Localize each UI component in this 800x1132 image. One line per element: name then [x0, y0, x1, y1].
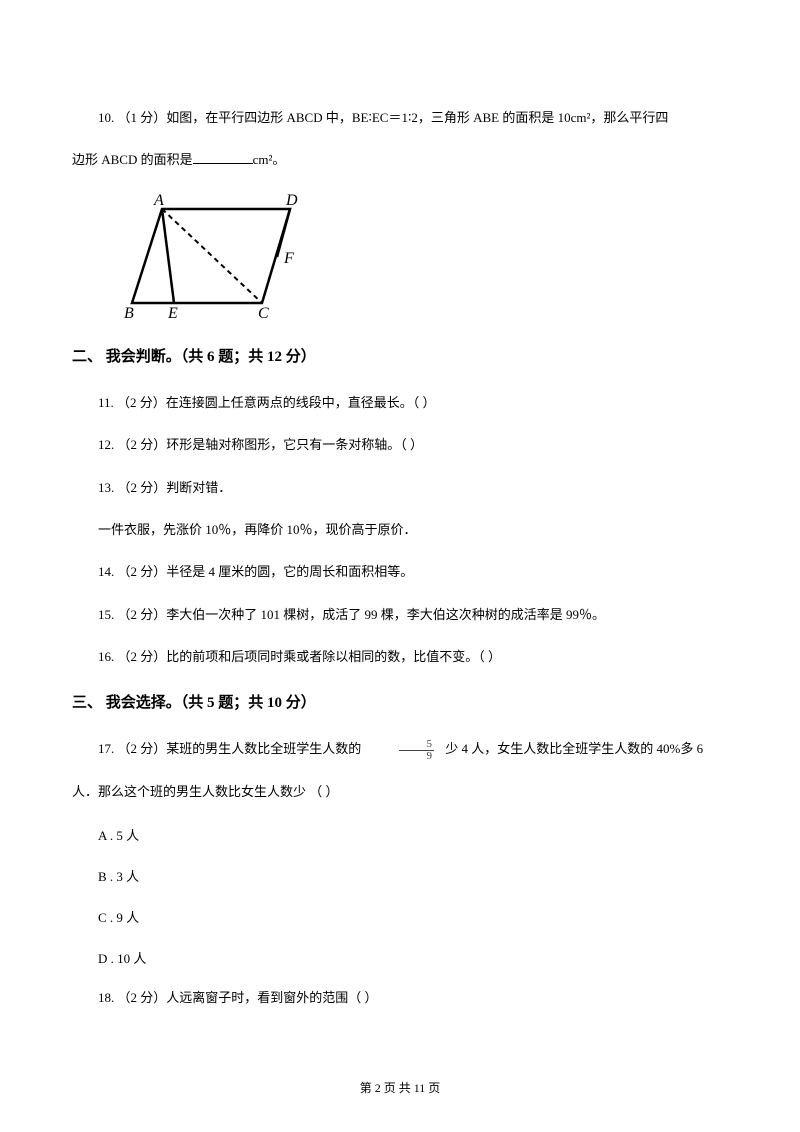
svg-text:E: E — [167, 305, 178, 321]
option-17-d[interactable]: D . 10 人 — [72, 939, 728, 978]
svg-text:F: F — [283, 250, 294, 267]
q17-text-a: 17. （2 分）某班的男生人数比全班学生人数的 — [98, 741, 361, 756]
question-14: 14. （2 分）半径是 4 厘米的圆，它的周长和面积相等。 — [72, 554, 728, 590]
question-13b: 一件衣服，先涨价 10％，再降价 10％，现价高于原价． — [72, 512, 728, 548]
question-17-line2: 人．那么这个班的男生人数比女生人数少 （ ） — [72, 774, 728, 810]
question-10-line2: 边形 ABCD 的面积是 cm²。 — [72, 142, 728, 178]
svg-text:A: A — [153, 192, 164, 209]
section-3-title: 三、 我会选择。（共 5 题；共 10 分） — [72, 684, 728, 723]
q10-text-b: 边形 ABCD 的面积是 — [72, 152, 193, 167]
q17-text-b: 少 4 人，女生人数比全班学生人数的 40%多 6 — [445, 741, 703, 756]
question-12: 12. （2 分）环形是轴对称图形，它只有一条对称轴。（ ） — [72, 427, 728, 463]
fraction-5-9: 59 — [373, 731, 435, 767]
svg-text:C: C — [258, 305, 269, 321]
question-11: 11. （2 分）在连接圆上任意两点的线段中，直径最长。（ ） — [72, 385, 728, 421]
question-16: 16. （2 分）比的前项和后项同时乘或者除以相同的数，比值不变。（ ） — [72, 639, 728, 675]
question-13a: 13. （2 分）判断对错． — [72, 470, 728, 506]
svg-text:B: B — [124, 305, 134, 321]
section-2-title: 二、 我会判断。（共 6 题；共 12 分） — [72, 338, 728, 377]
option-17-c[interactable]: C . 9 人 — [72, 898, 728, 937]
svg-text:D: D — [285, 192, 298, 209]
parallelogram-figure: A D B E C F — [120, 191, 728, 326]
question-17-line1: 17. （2 分）某班的男生人数比全班学生人数的 59 少 4 人，女生人数比全… — [72, 731, 728, 768]
question-18: 18. （2 分）人远离窗子时，看到窗外的范围（ ） — [72, 980, 728, 1016]
fraction-denominator: 9 — [399, 751, 435, 762]
q10-text-c: cm²。 — [253, 152, 286, 167]
page-footer: 第 2 页 共 11 页 — [0, 1079, 800, 1096]
fill-blank[interactable] — [193, 151, 253, 164]
option-17-b[interactable]: B . 3 人 — [72, 857, 728, 896]
geometry-svg: A D B E C F — [120, 191, 320, 321]
question-10-line1: 10. （1 分）如图，在平行四边形 ABCD 中，BE∶EC＝1∶2，三角形 … — [72, 100, 728, 136]
question-15: 15. （2 分）李大伯一次种了 101 棵树，成活了 99 棵，李大伯这次种树… — [72, 597, 728, 633]
option-17-a[interactable]: A . 5 人 — [72, 816, 728, 855]
